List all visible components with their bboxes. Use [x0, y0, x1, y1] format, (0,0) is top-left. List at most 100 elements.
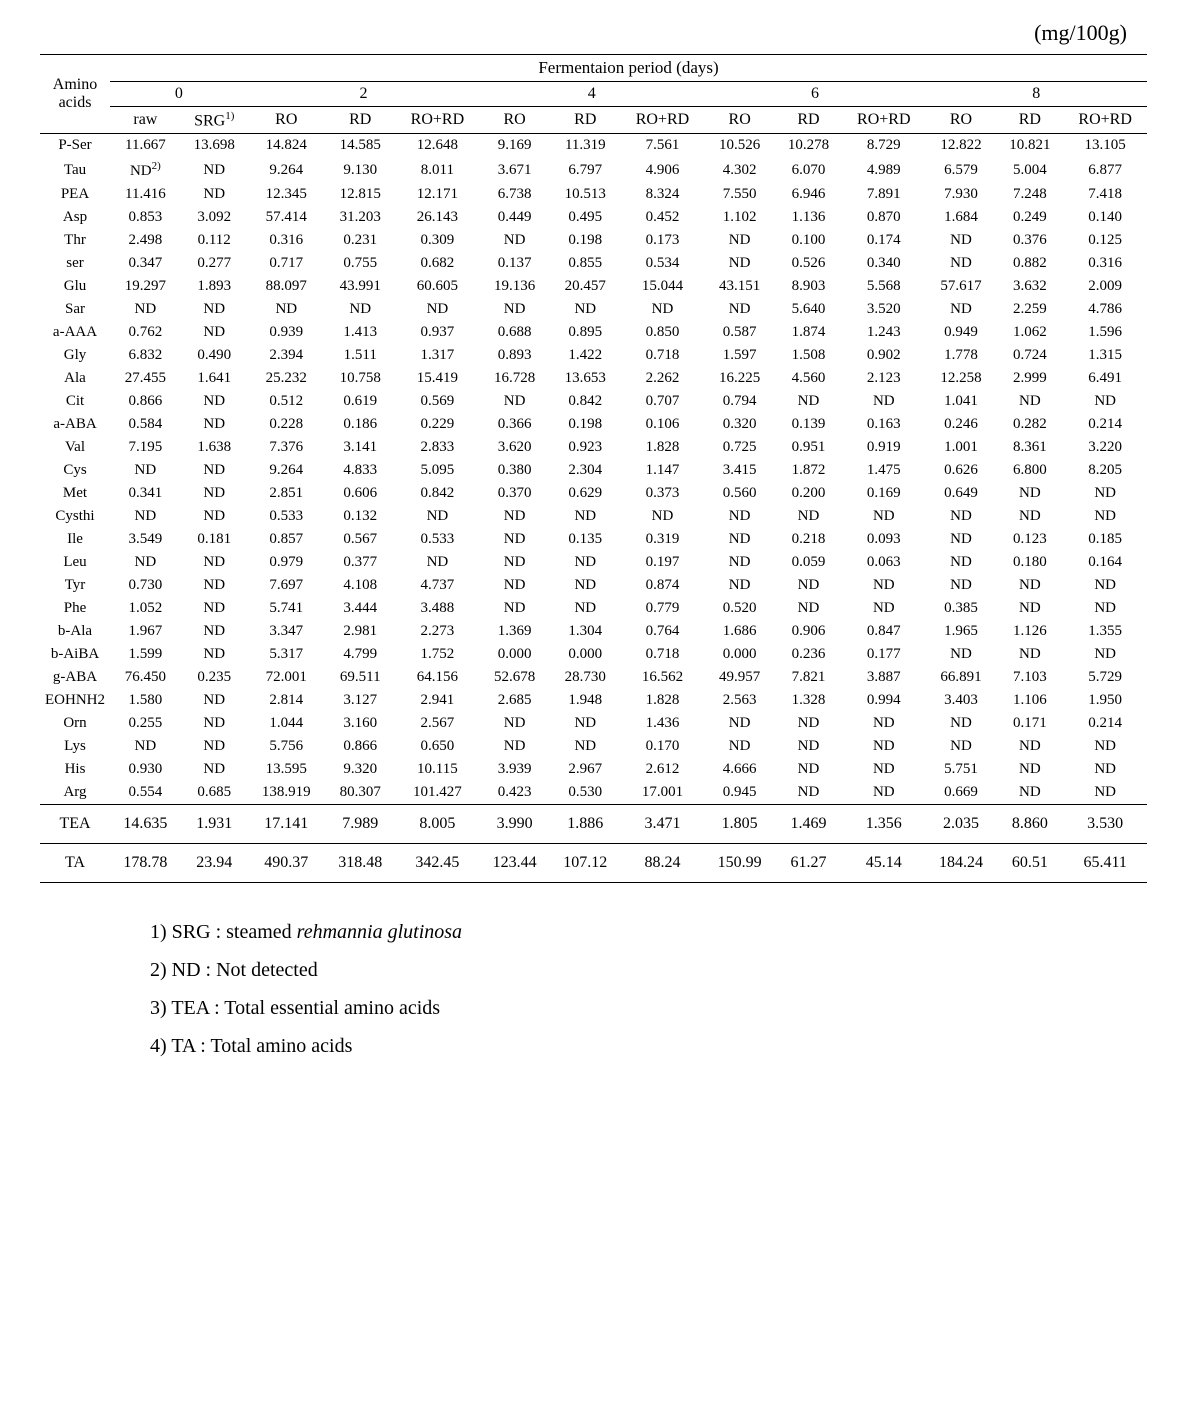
cell: 4.989	[842, 157, 926, 183]
cell: 2.123	[842, 367, 926, 390]
cell: 0.229	[396, 413, 480, 436]
cell: ND	[926, 735, 997, 758]
cell: ND	[704, 574, 775, 597]
cell: 0.181	[181, 528, 248, 551]
cell: 0.249	[996, 206, 1063, 229]
row-label: Ala	[40, 367, 110, 390]
cell: 1.599	[110, 643, 181, 666]
row-label: b-AiBA	[40, 643, 110, 666]
cell: ND	[181, 574, 248, 597]
cell: ND	[926, 643, 997, 666]
cell: 0.000	[550, 643, 621, 666]
table-row: His0.930ND13.5959.32010.1153.9392.9672.6…	[40, 758, 1147, 781]
unit-label: (mg/100g)	[40, 20, 1147, 46]
cell: ND	[110, 298, 181, 321]
cell: 0.377	[325, 551, 396, 574]
cell: ND	[479, 574, 550, 597]
cell: ND	[996, 574, 1063, 597]
table-row: Ile3.5490.1810.8570.5670.533ND0.1350.319…	[40, 528, 1147, 551]
row-label: a-AAA	[40, 321, 110, 344]
cell: ND	[996, 643, 1063, 666]
cell: 8.324	[621, 183, 705, 206]
cell: ND	[181, 551, 248, 574]
cell: 1.684	[926, 206, 997, 229]
cell: 5.004	[996, 157, 1063, 183]
cell: 0.629	[550, 482, 621, 505]
cell: 4.786	[1063, 298, 1147, 321]
cell: ND	[775, 712, 842, 735]
cell: ND	[550, 735, 621, 758]
cell: 0.945	[704, 781, 775, 805]
table-row: Asp0.8533.09257.41431.20326.1430.4490.49…	[40, 206, 1147, 229]
cell: 0.994	[842, 689, 926, 712]
cell: ND	[775, 781, 842, 805]
cell: ND	[325, 298, 396, 321]
cell: 11.416	[110, 183, 181, 206]
cell: ND	[181, 758, 248, 781]
cell: 0.895	[550, 321, 621, 344]
row-label: Leu	[40, 551, 110, 574]
cell: 1.638	[181, 436, 248, 459]
cell: 60.605	[396, 275, 480, 298]
cell: 1.580	[110, 689, 181, 712]
cell: 342.45	[396, 844, 480, 883]
cell: 1.893	[181, 275, 248, 298]
cell: 2.833	[396, 436, 480, 459]
cell: 8.005	[396, 805, 480, 844]
cell: 25.232	[248, 367, 325, 390]
cell: 8.011	[396, 157, 480, 183]
cell: 1.001	[926, 436, 997, 459]
cell: 49.957	[704, 666, 775, 689]
cell: 0.495	[550, 206, 621, 229]
cell: 0.906	[775, 620, 842, 643]
cell: 3.127	[325, 689, 396, 712]
cell: 0.842	[550, 390, 621, 413]
cell: 7.550	[704, 183, 775, 206]
cell: ND	[479, 390, 550, 413]
cell: 14.824	[248, 134, 325, 158]
cell: 11.319	[550, 134, 621, 158]
cell: 0.584	[110, 413, 181, 436]
cell: 1.948	[550, 689, 621, 712]
cell: 12.171	[396, 183, 480, 206]
cell: 6.491	[1063, 367, 1147, 390]
day-2: 2	[248, 82, 480, 107]
cell: ND	[926, 298, 997, 321]
cell: ND	[996, 482, 1063, 505]
cell: ND	[842, 712, 926, 735]
cell: 3.887	[842, 666, 926, 689]
cell: 0.724	[996, 344, 1063, 367]
cell: ND	[479, 229, 550, 252]
cell: 0.842	[396, 482, 480, 505]
table-row: ser0.3470.2770.7170.7550.6820.1370.8550.…	[40, 252, 1147, 275]
cell: 28.730	[550, 666, 621, 689]
cell: 2.851	[248, 482, 325, 505]
cell: ND	[479, 298, 550, 321]
cell: 8.361	[996, 436, 1063, 459]
day-4: 4	[479, 82, 704, 107]
cell: ND	[479, 551, 550, 574]
cell: 0.718	[621, 643, 705, 666]
table-row: a-AAA0.762ND0.9391.4130.9370.6880.8950.8…	[40, 321, 1147, 344]
cell: 3.347	[248, 620, 325, 643]
cell: 0.554	[110, 781, 181, 805]
cell: 0.874	[621, 574, 705, 597]
cell: 2.981	[325, 620, 396, 643]
cell: ND	[926, 712, 997, 735]
table-row: P-Ser11.66713.69814.82414.58512.6489.169…	[40, 134, 1147, 158]
table-row: b-AiBA1.599ND5.3174.7991.7520.0000.0000.…	[40, 643, 1147, 666]
cell: 2.814	[248, 689, 325, 712]
cell: ND	[704, 712, 775, 735]
row-label: Tyr	[40, 574, 110, 597]
cell: 6.946	[775, 183, 842, 206]
cell: ND	[181, 735, 248, 758]
cell: 0.682	[396, 252, 480, 275]
cell: ND	[181, 482, 248, 505]
cell: ND	[842, 758, 926, 781]
cell: 13.698	[181, 134, 248, 158]
row-label: Sar	[40, 298, 110, 321]
cell: 0.902	[842, 344, 926, 367]
cell: ND	[996, 505, 1063, 528]
cell: 2.941	[396, 689, 480, 712]
table-row: Glu19.2971.89388.09743.99160.60519.13620…	[40, 275, 1147, 298]
